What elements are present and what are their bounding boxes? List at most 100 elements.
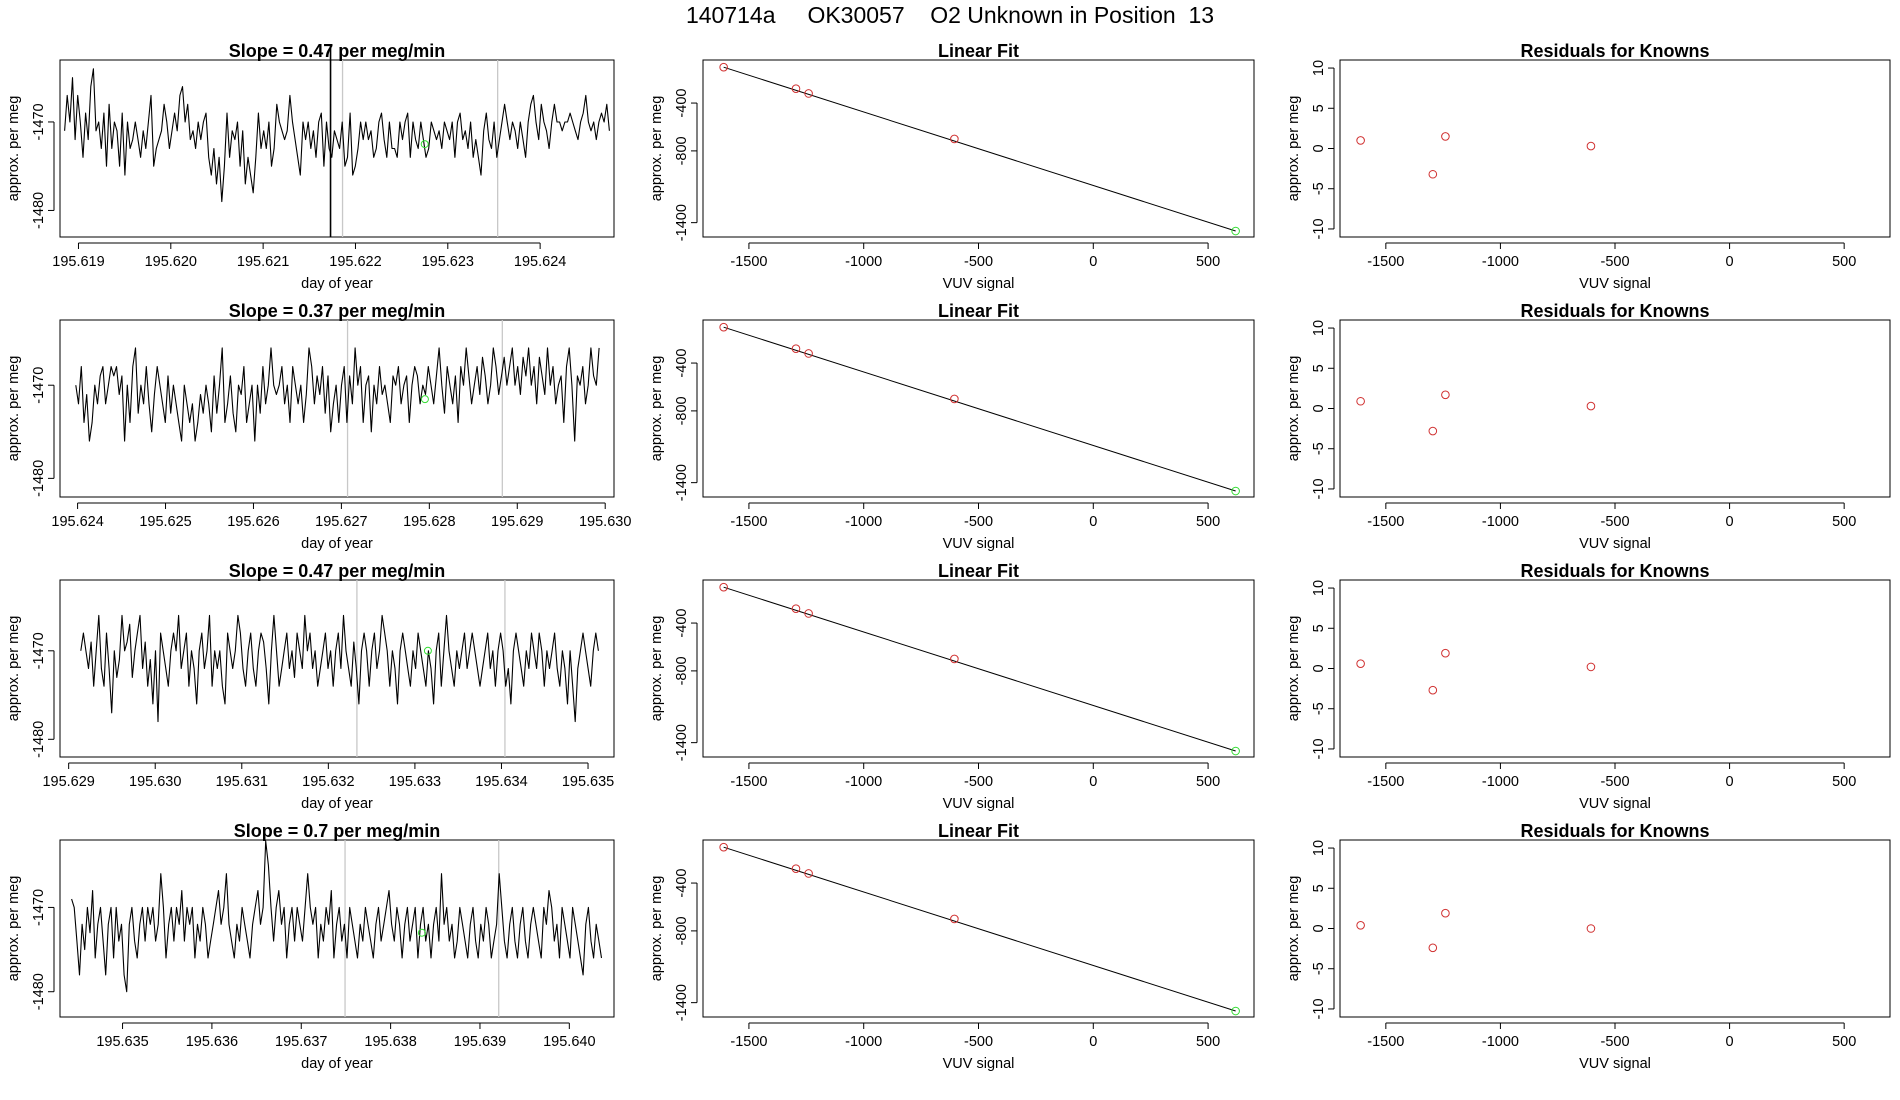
residual-point bbox=[1356, 396, 1365, 406]
y-tick-label: -1470 bbox=[31, 889, 47, 926]
x-tick-label: 195.621 bbox=[237, 254, 289, 270]
residual-point bbox=[1441, 648, 1450, 658]
x-tick-label: -1500 bbox=[730, 774, 767, 790]
x-tick-label: -1000 bbox=[1482, 254, 1519, 270]
x-tick-label: -500 bbox=[1600, 514, 1629, 530]
x-tick-label: -500 bbox=[964, 254, 993, 270]
x-tick-label: -1500 bbox=[730, 254, 767, 270]
x-tick-label: 195.639 bbox=[454, 1034, 506, 1050]
x-tick-label: -1000 bbox=[845, 1034, 882, 1050]
y-tick-label: -400 bbox=[674, 609, 690, 638]
x-tick-label: 195.622 bbox=[329, 254, 381, 270]
series-line bbox=[80, 614, 599, 723]
chart-panel bbox=[48, 839, 615, 1029]
known-point bbox=[791, 344, 801, 354]
unknown-point bbox=[423, 646, 432, 655]
known-point bbox=[804, 609, 813, 618]
chart-panel bbox=[1328, 319, 1891, 509]
series-line bbox=[71, 840, 603, 993]
known-point bbox=[719, 62, 728, 72]
x-axis-label: VUV signal bbox=[1579, 796, 1651, 812]
fit-line bbox=[723, 846, 1236, 1012]
known-point bbox=[950, 134, 959, 144]
x-tick-label: -1500 bbox=[730, 514, 767, 530]
y-axis-label: approx. per meg bbox=[1286, 876, 1302, 982]
y-tick-label: 5 bbox=[1311, 624, 1327, 632]
x-tick-label: 0 bbox=[1089, 774, 1097, 790]
y-tick-label: -10 bbox=[1311, 998, 1327, 1019]
residual-point bbox=[1428, 169, 1438, 179]
y-tick-label: -1470 bbox=[31, 367, 47, 404]
x-tick-label: -1000 bbox=[1482, 774, 1519, 790]
x-tick-label: 195.623 bbox=[422, 254, 474, 270]
residual-point bbox=[1441, 132, 1450, 141]
x-tick-label: 195.626 bbox=[227, 514, 279, 530]
x-tick-label: -500 bbox=[964, 774, 993, 790]
known-point bbox=[719, 322, 728, 332]
x-tick-label: -1000 bbox=[1482, 1034, 1519, 1050]
y-tick-label: -400 bbox=[674, 349, 690, 378]
unknown-point bbox=[1231, 486, 1240, 496]
x-axis-label: day of year bbox=[301, 536, 373, 552]
chart-title: Residuals for Knowns bbox=[1520, 561, 1709, 581]
x-tick-label: 500 bbox=[1832, 1034, 1856, 1050]
y-tick-label: -1480 bbox=[31, 721, 47, 758]
y-axis-label: approx. per meg bbox=[1286, 356, 1302, 462]
y-tick-label: 10 bbox=[1311, 580, 1327, 596]
y-tick-label: -1470 bbox=[31, 103, 47, 140]
y-tick-label: -1470 bbox=[31, 632, 47, 669]
known-point bbox=[950, 394, 959, 404]
known-point bbox=[791, 84, 801, 94]
chart-panel bbox=[691, 579, 1255, 769]
x-tick-label: 500 bbox=[1196, 774, 1220, 790]
y-tick-label: 0 bbox=[1311, 144, 1327, 152]
residual-point bbox=[1586, 401, 1596, 411]
x-tick-label: 500 bbox=[1832, 774, 1856, 790]
chart-panel bbox=[691, 319, 1255, 509]
y-tick-label: -5 bbox=[1311, 702, 1327, 715]
known-point bbox=[791, 864, 801, 874]
x-tick-label: 195.630 bbox=[129, 774, 181, 790]
x-tick-label: 0 bbox=[1726, 774, 1734, 790]
x-tick-label: 195.634 bbox=[475, 774, 527, 790]
x-tick-label: 0 bbox=[1726, 254, 1734, 270]
x-tick-label: 195.635 bbox=[96, 1034, 148, 1050]
unknown-point bbox=[1231, 746, 1240, 756]
plot-frame bbox=[1339, 839, 1891, 1018]
residual-point bbox=[1356, 136, 1365, 145]
x-tick-label: -1000 bbox=[845, 254, 882, 270]
residual-point bbox=[1428, 685, 1438, 695]
x-tick-label: 195.628 bbox=[403, 514, 455, 530]
x-axis-label: VUV signal bbox=[943, 536, 1015, 552]
x-axis-label: VUV signal bbox=[943, 796, 1015, 812]
x-tick-label: -1500 bbox=[1367, 774, 1404, 790]
fit-line bbox=[723, 586, 1236, 752]
chart-panel bbox=[691, 839, 1255, 1029]
y-tick-label: -5 bbox=[1311, 182, 1327, 195]
residual-point bbox=[1428, 426, 1438, 436]
x-tick-label: 195.624 bbox=[514, 254, 566, 270]
x-tick-label: -500 bbox=[964, 1034, 993, 1050]
x-tick-label: 195.630 bbox=[579, 514, 631, 530]
known-point bbox=[791, 604, 801, 614]
x-tick-label: -500 bbox=[1600, 774, 1629, 790]
x-axis-label: day of year bbox=[301, 276, 373, 292]
x-tick-label: 195.631 bbox=[216, 774, 268, 790]
y-tick-label: -1480 bbox=[31, 460, 47, 497]
x-tick-label: 500 bbox=[1832, 514, 1856, 530]
known-point bbox=[950, 914, 959, 924]
fit-line bbox=[723, 66, 1236, 232]
y-tick-label: -800 bbox=[674, 136, 690, 165]
x-axis-label: VUV signal bbox=[943, 276, 1015, 292]
series-line bbox=[64, 68, 610, 203]
y-tick-label: -800 bbox=[674, 396, 690, 425]
y-axis-label: approx. per meg bbox=[649, 876, 665, 982]
chart-panel bbox=[691, 59, 1255, 249]
residual-point bbox=[1586, 141, 1596, 151]
known-point bbox=[950, 654, 959, 664]
y-tick-label: -1400 bbox=[674, 984, 690, 1021]
chart-title: Slope = 0.37 per meg/min bbox=[229, 301, 446, 321]
x-axis-label: VUV signal bbox=[943, 1056, 1015, 1072]
residual-point bbox=[1356, 659, 1365, 668]
x-tick-label: 195.636 bbox=[186, 1034, 238, 1050]
